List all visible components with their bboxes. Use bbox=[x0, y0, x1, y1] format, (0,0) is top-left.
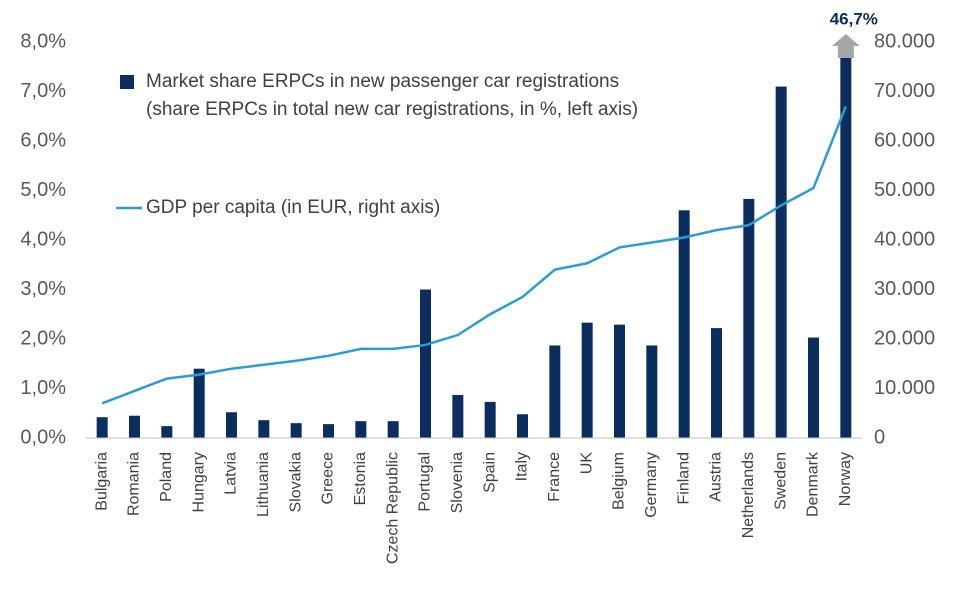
x-tick-label: Belgium bbox=[611, 452, 628, 510]
y2-tick-label: 50.000 bbox=[874, 179, 935, 201]
y2-tick-label: 0 bbox=[874, 426, 885, 448]
x-tick-label: Denmark bbox=[805, 451, 822, 517]
bar bbox=[420, 289, 431, 438]
bar bbox=[258, 420, 270, 438]
y2-tick-label: 30.000 bbox=[874, 278, 935, 300]
x-tick-label: Spain bbox=[481, 452, 498, 493]
bar bbox=[517, 414, 528, 438]
y2-tick-label: 70.000 bbox=[874, 80, 935, 102]
bar bbox=[581, 322, 593, 438]
x-tick-label: Austria bbox=[708, 452, 725, 502]
y-tick-label: 3,0% bbox=[20, 278, 66, 300]
line bbox=[101, 105, 847, 405]
bar bbox=[129, 415, 140, 438]
x-tick-label: Germany bbox=[643, 452, 660, 518]
x-tick-label: Lithuania bbox=[255, 452, 272, 517]
bar bbox=[290, 423, 302, 438]
y2-tick-label: 20.000 bbox=[874, 327, 935, 349]
bar bbox=[452, 394, 464, 438]
x-tick-label: Slovenia bbox=[449, 452, 466, 513]
value-label: 46,7% bbox=[830, 9, 878, 28]
bar bbox=[193, 368, 205, 438]
x-tick-label: Slovakia bbox=[287, 452, 304, 513]
bar bbox=[646, 345, 658, 438]
bar bbox=[808, 337, 819, 438]
bar bbox=[840, 42, 852, 438]
bar bbox=[161, 426, 173, 438]
overflow-arrow bbox=[831, 34, 860, 58]
x-tick-label: France bbox=[546, 452, 563, 502]
legend-swatch bbox=[120, 75, 134, 89]
bar bbox=[484, 401, 496, 438]
legend-label: Market share ERPCs in new passenger car … bbox=[146, 71, 619, 92]
x-tick-label: Greece bbox=[320, 452, 337, 505]
x-tick-label: Portugal bbox=[417, 452, 434, 512]
x-tick-label: Sweden bbox=[772, 452, 789, 510]
bar bbox=[323, 424, 334, 438]
legend-description: (share ERPCs in total new car registrati… bbox=[146, 99, 638, 120]
x-tick-label: Czech Republic bbox=[384, 452, 401, 564]
x-tick-label: Latvia bbox=[223, 452, 240, 495]
x-tick-label: Italy bbox=[514, 452, 531, 481]
bar bbox=[96, 417, 108, 438]
bar bbox=[355, 421, 367, 438]
y2-tick-label: 60.000 bbox=[874, 129, 935, 151]
y-tick-label: 6,0% bbox=[20, 129, 66, 151]
x-tick-label: UK bbox=[578, 452, 595, 475]
bar bbox=[775, 86, 787, 439]
x-tick-label: Norway bbox=[837, 452, 854, 506]
y-tick-label: 0,0% bbox=[20, 426, 66, 448]
x-tick-label: Hungary bbox=[190, 452, 207, 512]
bar bbox=[226, 412, 237, 438]
y2-tick-label: 10.000 bbox=[874, 377, 935, 399]
y-tick-label: 8,0% bbox=[20, 30, 66, 52]
bar bbox=[743, 198, 755, 438]
x-tick-label: Finland bbox=[675, 452, 692, 504]
legend-label: GDP per capita (in EUR, right axis) bbox=[146, 197, 440, 218]
y-tick-label: 7,0% bbox=[20, 80, 66, 102]
x-tick-label: Poland bbox=[158, 452, 175, 502]
x-tick-label: Netherlands bbox=[740, 452, 757, 538]
x-tick-label: Romania bbox=[126, 452, 143, 516]
bar bbox=[678, 210, 690, 438]
y-tick-label: 1,0% bbox=[20, 377, 66, 399]
y-tick-label: 4,0% bbox=[20, 228, 66, 250]
y-tick-label: 2,0% bbox=[20, 327, 66, 349]
y-tick-label: 5,0% bbox=[20, 179, 66, 201]
bar bbox=[387, 421, 399, 438]
y2-tick-label: 40.000 bbox=[874, 228, 935, 250]
bar bbox=[614, 324, 625, 438]
bars bbox=[96, 42, 852, 439]
bar bbox=[549, 345, 561, 438]
y2-tick-label: 80.000 bbox=[874, 30, 935, 52]
bar bbox=[711, 328, 722, 438]
x-tick-label: Bulgaria bbox=[93, 452, 110, 511]
x-tick-label: Estonia bbox=[352, 452, 369, 505]
